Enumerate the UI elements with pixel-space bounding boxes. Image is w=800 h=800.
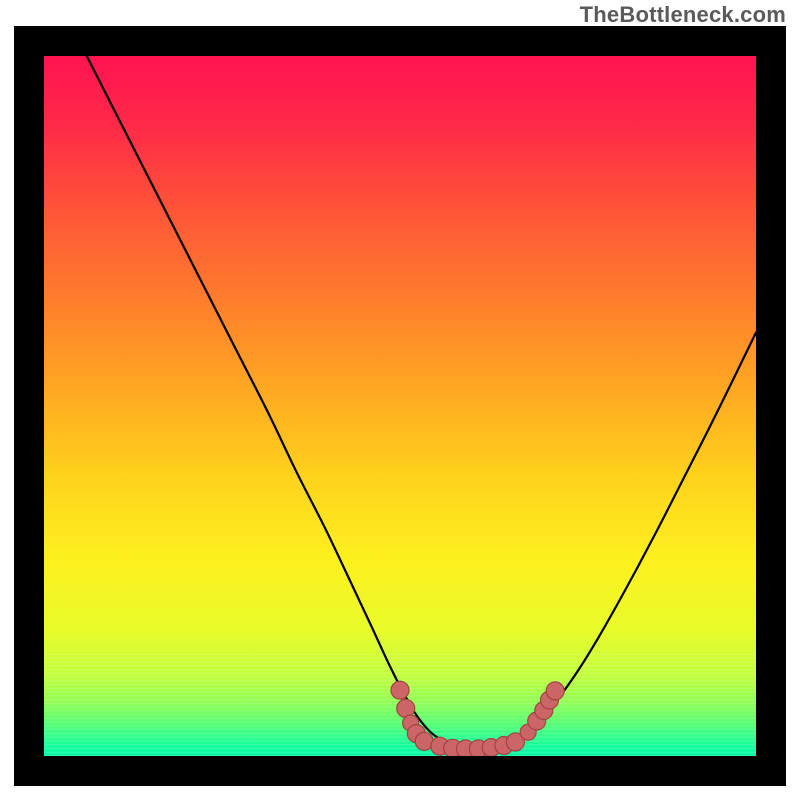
canvas-root: TheBottleneck.com [0, 0, 800, 800]
chart-overlay [0, 0, 800, 800]
curve-marker [391, 681, 409, 699]
curve-marker [546, 682, 564, 700]
bottleneck-curve [87, 56, 756, 748]
watermark-text: TheBottleneck.com [580, 2, 786, 28]
curve-markers [391, 681, 564, 758]
